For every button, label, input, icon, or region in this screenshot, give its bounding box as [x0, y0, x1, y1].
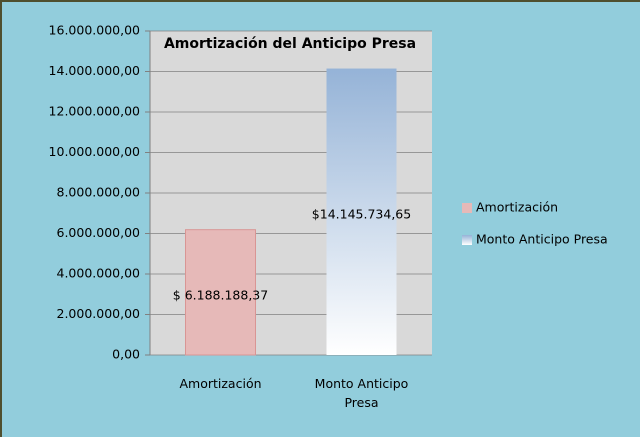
- x-tick-label: Monto Anticipo Presa: [314, 376, 409, 410]
- y-tick-label: 8.000.000,00: [57, 185, 141, 200]
- bar: [326, 68, 397, 355]
- y-tick-label: 4.000.000,00: [57, 266, 141, 281]
- y-tick-label: 16.000.000,00: [49, 23, 140, 38]
- y-tick-label: 14.000.000,00: [49, 63, 140, 78]
- y-tick-label: 2.000.000,00: [57, 306, 141, 321]
- chart-title: Amortización del Anticipo Presa: [164, 36, 416, 52]
- y-tick-label: 10.000.000,00: [49, 144, 140, 159]
- legend-label: Amortización: [476, 200, 558, 215]
- legend-label: Monto Anticipo Presa: [476, 232, 608, 247]
- y-tick-label: 0,00: [112, 347, 140, 362]
- data-label: $14.145.734,65: [312, 207, 411, 222]
- legend-swatch: [462, 203, 472, 213]
- x-tick-label: Amortización: [179, 376, 262, 391]
- y-tick-label: 6.000.000,00: [57, 225, 141, 240]
- data-label: $ 6.188.188,37: [173, 288, 268, 303]
- y-tick-label: 12.000.000,00: [49, 104, 140, 119]
- legend-swatch: [462, 235, 472, 245]
- bar: [185, 229, 256, 356]
